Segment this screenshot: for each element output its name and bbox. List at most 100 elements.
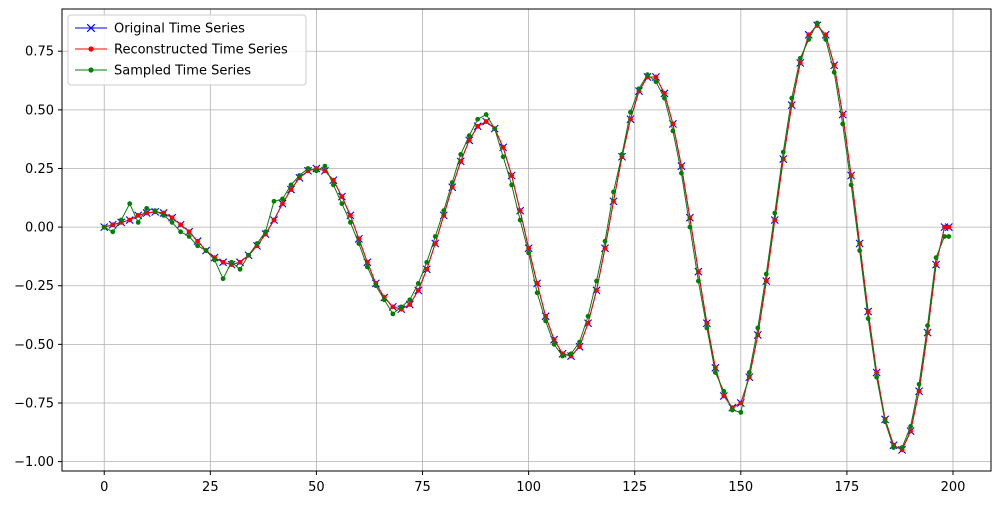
data-point — [390, 304, 396, 310]
data-point — [602, 238, 608, 244]
data-point — [933, 255, 939, 260]
data-point — [398, 304, 404, 310]
data-point — [831, 69, 837, 75]
data-point — [509, 173, 515, 178]
data-point — [721, 388, 727, 394]
legend-item: Reconstructed Time Series — [75, 43, 288, 58]
data-point — [288, 187, 294, 192]
data-point — [297, 173, 302, 178]
data-point — [594, 288, 599, 293]
data-point — [390, 311, 396, 317]
axes: 0 25 50 75 100 125 150 175 200 0.75 0.50 0.25 0.00 −0… — [14, 8, 992, 495]
data-point — [169, 215, 175, 221]
data-point — [220, 276, 226, 282]
data-point — [271, 198, 277, 204]
data-point — [424, 266, 430, 272]
data-point — [509, 182, 515, 188]
data-point — [653, 74, 659, 80]
legend-item: Original Time Series — [75, 22, 245, 37]
data-point — [110, 229, 116, 235]
data-point — [772, 210, 778, 216]
legend-marker — [88, 46, 94, 52]
data-point — [305, 166, 311, 171]
data-point — [543, 318, 548, 324]
data-point — [237, 259, 243, 265]
data-point — [679, 170, 684, 176]
data-point — [942, 234, 947, 239]
data-point — [585, 313, 591, 319]
data-point — [662, 95, 667, 101]
data-point — [152, 208, 158, 214]
data-point — [585, 320, 591, 326]
plot-frame — [61, 8, 992, 472]
data-point — [407, 297, 413, 303]
data-point — [466, 133, 472, 139]
grid — [62, 9, 991, 471]
data-point — [628, 109, 633, 115]
data-point — [823, 32, 829, 38]
data-point — [653, 79, 659, 85]
data-point — [670, 128, 676, 134]
data-point — [203, 248, 209, 253]
data-point — [212, 257, 217, 263]
data-point — [933, 262, 939, 268]
data-point — [415, 288, 421, 293]
data-point — [848, 182, 854, 188]
data-point — [908, 424, 913, 429]
data-point — [483, 112, 489, 117]
data-point — [946, 224, 952, 230]
data-point — [475, 116, 481, 122]
data-point — [331, 182, 336, 188]
data-point — [339, 194, 345, 200]
data-point — [636, 86, 642, 92]
data-point — [814, 20, 820, 26]
data-point — [407, 302, 413, 307]
data-point — [186, 229, 192, 235]
data-point — [144, 210, 150, 216]
data-point — [645, 72, 650, 78]
data-point — [280, 201, 285, 207]
data-point — [458, 159, 464, 164]
data-point — [551, 341, 557, 347]
data-point — [449, 180, 455, 185]
data-point — [594, 278, 599, 284]
data-point — [118, 217, 124, 223]
legend: Original Time Series Reconstructed Time S… — [67, 14, 307, 86]
data-point — [441, 208, 447, 214]
data-point — [347, 212, 353, 218]
data-point — [738, 409, 744, 415]
data-point — [662, 91, 667, 96]
data-point — [704, 320, 710, 326]
data-point — [738, 400, 744, 406]
data-point — [458, 152, 464, 157]
data-point — [899, 445, 905, 450]
x-tick-label: 75 — [414, 480, 431, 495]
y-tick-label: −0.75 — [14, 396, 54, 411]
data-point — [263, 229, 268, 235]
data-point — [695, 278, 701, 284]
data-point — [229, 259, 234, 265]
x-tick-label: 150 — [728, 480, 753, 495]
y-tick-label: −0.25 — [14, 279, 54, 294]
data-point — [492, 126, 498, 132]
data-point — [916, 381, 922, 387]
x-tick-label: 100 — [516, 480, 541, 495]
x-tick-label: 200 — [941, 480, 966, 495]
legend-label: Sampled Time Series — [114, 64, 251, 79]
data-point — [483, 119, 489, 124]
legend-marker — [86, 23, 96, 33]
legend-item: Sampled Time Series — [75, 64, 251, 79]
x-tick-label: 50 — [308, 480, 325, 495]
legend-box — [67, 14, 307, 86]
data-point — [322, 163, 328, 169]
data-point — [568, 351, 574, 357]
data-point — [780, 149, 786, 155]
data-point — [577, 344, 582, 350]
data-point — [560, 353, 565, 359]
data-point — [729, 407, 735, 413]
data-point — [271, 217, 277, 223]
y-tick-label: −0.50 — [14, 338, 54, 353]
data-point — [840, 121, 846, 127]
legend-label: Original Time Series — [114, 22, 245, 37]
data-point — [432, 234, 438, 239]
